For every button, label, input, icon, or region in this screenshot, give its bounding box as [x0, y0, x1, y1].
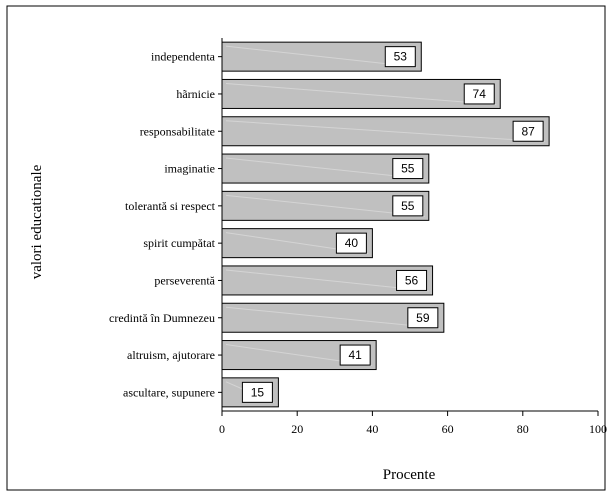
y-axis-title: valori educationale [29, 164, 45, 279]
data-label-box [339, 344, 371, 366]
data-label-box [463, 83, 495, 105]
plot-area: 0 20 40 60 80 100 independenta 53 hãrnicie 74 resp… [109, 38, 607, 436]
data-label: 41 [348, 348, 362, 362]
category-label: altruism, ajutorare [127, 348, 215, 362]
bar-sheen [225, 306, 440, 329]
category-label: spirit cumpătat [143, 236, 215, 250]
category-label: imaginatie [164, 162, 215, 176]
x-tick-label: 100 [589, 422, 607, 436]
category-label: perseverentă [154, 273, 215, 287]
bar-sheen [225, 194, 425, 217]
data-label-box [384, 46, 416, 68]
bar-sheen [225, 82, 497, 105]
data-label-box [396, 269, 428, 291]
data-label-box [407, 307, 439, 329]
x-tick-label: 40 [366, 422, 378, 436]
data-label-box [241, 381, 273, 403]
data-label: 15 [251, 385, 265, 399]
category-label: credintă în Dumnezeu [109, 311, 215, 325]
data-label: 55 [401, 199, 415, 213]
data-label: 59 [416, 311, 430, 325]
data-label-box [335, 232, 367, 254]
x-axis-title: Procente [383, 467, 436, 483]
category-label: independenta [151, 50, 216, 64]
data-label: 74 [473, 87, 487, 101]
category-label: tolerantă si respect [125, 199, 216, 213]
bar-sheen [225, 269, 429, 292]
data-label: 55 [401, 162, 415, 176]
category-label: ascultare, supunere [123, 385, 215, 399]
x-tick-label: 20 [291, 422, 303, 436]
x-tick-label: 60 [442, 422, 454, 436]
data-label-box [512, 120, 544, 142]
bar-sheen [225, 157, 425, 180]
data-label-box [392, 195, 424, 217]
data-label: 56 [405, 273, 419, 287]
x-tick-label: 0 [219, 422, 225, 436]
data-label: 87 [521, 124, 535, 138]
data-label: 53 [394, 50, 408, 64]
x-tick-label: 80 [517, 422, 529, 436]
bar-sheen [225, 120, 546, 143]
data-label-box [392, 158, 424, 180]
category-label: hãrnicie [176, 87, 215, 101]
category-label: responsabilitate [140, 124, 215, 138]
data-label: 40 [345, 236, 359, 250]
